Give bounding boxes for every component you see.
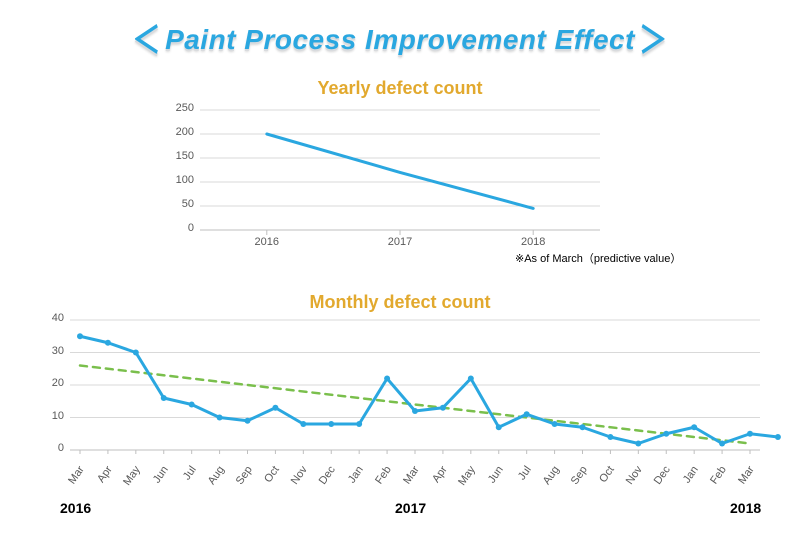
monthly-xtick: Mar — [66, 464, 87, 486]
monthly-xtick: Jan — [681, 464, 701, 485]
yearly-xtick: 2016 — [255, 236, 279, 248]
monthly-xtick: Jul — [181, 464, 199, 482]
yearly-chart — [200, 110, 600, 230]
monthly-chart — [70, 320, 760, 450]
title-left-bracket: ＜ — [129, 12, 166, 64]
monthly-ytick: 30 — [38, 345, 64, 357]
yearly-xtick: 2017 — [388, 236, 412, 248]
monthly-xtick: May — [121, 464, 143, 488]
yearly-xtick: 2018 — [521, 236, 545, 248]
title-text: Paint Process Improvement Effect — [165, 24, 635, 55]
monthly-ytick: 0 — [38, 442, 64, 454]
yearly-ytick: 0 — [160, 222, 194, 234]
monthly-xtick: Sep — [233, 464, 254, 487]
yearly-chart-title: Yearly defect count — [0, 78, 800, 99]
monthly-chart-title: Monthly defect count — [0, 292, 800, 313]
monthly-year-marker: 2017 — [395, 500, 426, 516]
monthly-xtick: Jan — [346, 464, 366, 485]
monthly-xtick: Mar — [401, 464, 422, 486]
monthly-xtick: Oct — [263, 464, 283, 485]
monthly-xtick: Nov — [289, 464, 310, 487]
monthly-year-marker: 2016 — [60, 500, 91, 516]
monthly-ytick: 20 — [38, 377, 64, 389]
title-right-bracket: ＞ — [635, 12, 672, 64]
monthly-year-marker: 2018 — [730, 500, 761, 516]
monthly-xtick: Apr — [95, 464, 115, 485]
monthly-xtick: Feb — [373, 464, 394, 486]
footnote: ※As of March（predictive value） — [515, 250, 681, 266]
monthly-xtick: Apr — [430, 464, 450, 485]
monthly-ytick: 10 — [38, 410, 64, 422]
monthly-xtick: Jun — [151, 464, 171, 485]
monthly-xtick: Jul — [516, 464, 534, 482]
yearly-ytick: 250 — [160, 102, 194, 114]
monthly-xtick: Sep — [568, 464, 589, 487]
monthly-xtick: Dec — [317, 464, 338, 487]
monthly-xtick: Nov — [624, 464, 645, 487]
yearly-ytick: 100 — [160, 174, 194, 186]
monthly-xtick: Aug — [205, 464, 226, 487]
monthly-xtick: Oct — [598, 464, 618, 485]
monthly-xtick: Jun — [486, 464, 506, 485]
monthly-xtick: Aug — [540, 464, 561, 487]
monthly-xtick: May — [456, 464, 478, 488]
page-title: ＜Paint Process Improvement Effect＞ — [0, 18, 800, 58]
yearly-ytick: 50 — [160, 198, 194, 210]
page-root: { "title": { "text": "Paint Process Impr… — [0, 0, 800, 535]
monthly-xtick: Mar — [736, 464, 757, 486]
monthly-xtick: Feb — [708, 464, 729, 486]
monthly-ytick: 40 — [38, 312, 64, 324]
monthly-xtick: Dec — [652, 464, 673, 487]
yearly-ytick: 150 — [160, 150, 194, 162]
yearly-ytick: 200 — [160, 126, 194, 138]
